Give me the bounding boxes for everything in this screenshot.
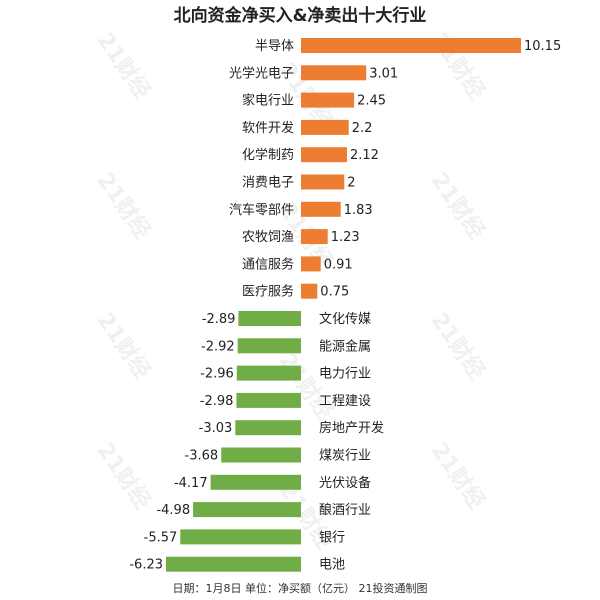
category-label: 通信服务 (242, 256, 294, 272)
value-label: -3.03 (199, 421, 233, 436)
value-label: -2.89 (202, 312, 236, 327)
category-label: 医疗服务 (242, 284, 294, 300)
bars-group: 半导体 10.15 光学光电子 3.01 家电行业 2.45 软件开发 2.2 化学制药 2.12… (129, 38, 561, 573)
category-label: 房地产开发 (319, 420, 384, 436)
category-label: 化学制药 (242, 147, 294, 163)
category-label: 电力行业 (319, 367, 371, 382)
chart-title: 北向资金净买入&净卖出十大行业 (174, 5, 427, 26)
value-label: 1.23 (331, 230, 360, 245)
watermark: 21财经 (92, 168, 156, 244)
bar (301, 256, 321, 272)
category-label: 光伏设备 (319, 475, 371, 491)
value-label: 2.12 (350, 148, 379, 163)
bar (236, 392, 301, 408)
bar (301, 119, 349, 135)
bar (301, 229, 328, 245)
bar (235, 420, 301, 436)
value-label: 10.15 (524, 39, 561, 54)
watermark: 21财经 (92, 308, 156, 384)
value-label: 3.01 (369, 66, 398, 81)
watermark: 21财经 (274, 348, 338, 424)
category-label: 煤炭行业 (319, 449, 371, 464)
bar (237, 338, 301, 354)
watermark: 21财经 (426, 438, 490, 514)
watermark: 21财经 (426, 308, 490, 384)
bar (301, 65, 367, 81)
category-label: 半导体 (255, 39, 294, 54)
bar (301, 174, 345, 190)
value-label: 2.2 (352, 121, 373, 136)
value-label: -2.98 (200, 394, 234, 409)
category-label: 光学光电子 (229, 65, 294, 81)
category-label: 能源金属 (319, 338, 371, 354)
watermark: 21财经 (92, 438, 156, 514)
value-label: 0.75 (320, 285, 349, 300)
value-label: -6.23 (129, 558, 163, 573)
category-label: 消费电子 (242, 176, 294, 191)
watermark: 21财经 (426, 168, 490, 244)
value-label: -5.57 (144, 530, 178, 545)
category-label: 家电行业 (242, 93, 294, 109)
bar (166, 556, 301, 572)
value-label: -3.68 (185, 449, 219, 464)
footer-note: 日期：1月8日 单位：净买额（亿元） 21投资通制图 (173, 581, 428, 595)
category-label: 电池 (319, 558, 345, 573)
category-label: 酿酒行业 (319, 502, 371, 518)
value-label: 2.45 (357, 94, 386, 109)
value-label: -2.96 (200, 367, 234, 382)
category-label: 汽车零部件 (229, 202, 294, 218)
category-label: 文化传媒 (319, 312, 371, 327)
bar (236, 365, 301, 381)
value-label: -4.17 (174, 476, 208, 491)
bar (180, 529, 301, 545)
bar (193, 502, 301, 518)
bar (301, 201, 341, 217)
bar (210, 474, 301, 490)
bar (301, 38, 521, 53)
value-label: 0.91 (324, 257, 353, 272)
category-label: 农牧饲渔 (242, 230, 294, 245)
bar (301, 283, 318, 299)
value-label: -2.92 (201, 339, 235, 354)
bar (301, 92, 355, 108)
category-label: 软件开发 (242, 120, 294, 136)
bar (238, 311, 301, 326)
value-label: -4.98 (156, 503, 190, 518)
bar (221, 447, 301, 463)
bar (301, 147, 347, 163)
value-label: 2 (347, 176, 355, 191)
value-label: 1.83 (344, 203, 373, 218)
category-label: 银行 (319, 530, 345, 545)
watermark: 21财经 (92, 28, 156, 104)
category-label: 工程建设 (319, 394, 371, 409)
